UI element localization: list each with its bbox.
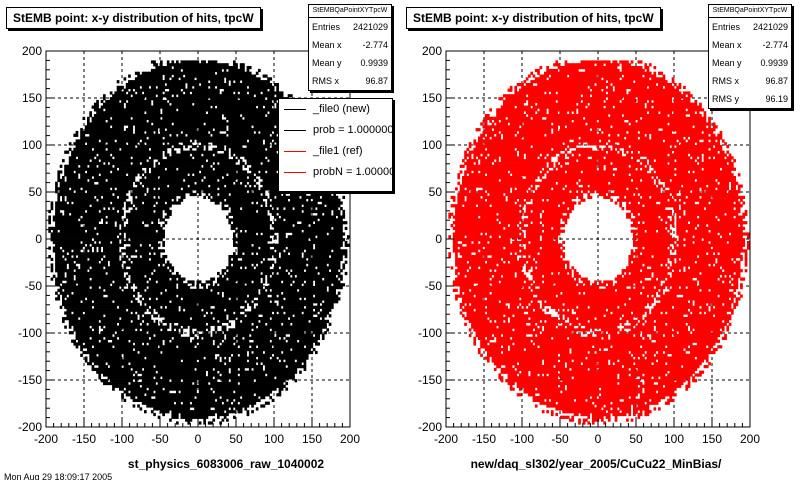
x-axis-label-left: st_physics_6083006_raw_1040002 [128,457,324,471]
legend: _file0 (new) prob = 1.000000 _file1 (ref… [278,98,393,192]
y-tick-label: 50 [429,185,443,199]
x-axis-label-right: new/daq_sl302/year_2005/CuCu22_MinBias/ [471,457,722,471]
legend-entry: _file0 (new) [279,99,392,120]
x-tick-label: -50 [551,432,569,446]
legend-line [284,109,306,110]
legend-entry: _file1 (ref) [279,141,392,162]
y-tick-label: 150 [422,91,442,105]
footer-timestamp: Mon Aug 29 18:09:17 2005 [4,468,112,480]
stats-row: Entries 2421029 [709,18,791,36]
x-tick-label: 150 [702,432,722,446]
stats-row: Mean x -2.774 [309,36,391,54]
chart-title-right: StEMB point: x-y distribution of hits, t… [406,7,661,29]
stats-row: Mean x -2.774 [709,36,791,54]
chart-title-left: StEMB point: x-y distribution of hits, t… [6,7,261,29]
y-tick-label: -200 [18,420,42,434]
y-tick-label: 100 [22,138,42,152]
stats-box-left: StEMBQaPointXYTpcW Entries 2421029 Mean x… [308,4,392,91]
y-tick-label: 200 [422,44,442,58]
y-tick-label: -100 [418,326,442,340]
x-tick-label: -50 [151,432,169,446]
legend-line [284,130,306,131]
stats-row: RMS x 96.87 [309,72,391,90]
legend-entry: prob = 1.000000 [279,120,392,141]
y-tick-label: 0 [35,232,42,246]
x-tick-label: 0 [595,432,602,446]
y-tick-label: 100 [422,138,442,152]
legend-line [284,151,306,152]
y-tick-label: -50 [25,279,43,293]
x-tick-label: 100 [664,432,684,446]
x-tick-label: -100 [510,432,534,446]
y-tick-label: -200 [418,420,442,434]
legend-line [284,172,306,173]
x-tick-label: 200 [340,432,360,446]
y-tick-label: 0 [435,232,442,246]
stats-title: StEMBQaPointXYTpcW [309,5,391,18]
stats-title: StEMBQaPointXYTpcW [709,5,791,18]
x-tick-label: -150 [72,432,96,446]
x-tick-label: 200 [740,432,760,446]
stats-row: Mean y 0.9939 [309,54,391,72]
stats-box-right: StEMBQaPointXYTpcW Entries 2421029 Mean x… [708,4,792,109]
y-tick-label: 150 [22,91,42,105]
stats-row: Mean y 0.9939 [709,54,791,72]
y-tick-label: -150 [18,373,42,387]
x-tick-label: 100 [264,432,284,446]
y-tick-label: -100 [18,326,42,340]
legend-entry: probN = 1.000000 [279,162,392,183]
x-tick-label: 50 [629,432,643,446]
x-tick-label: -200 [434,432,458,446]
y-tick-label: 200 [22,44,42,58]
y-tick-label: -150 [418,373,442,387]
x-tick-label: 50 [229,432,243,446]
stats-row: RMS x 96.87 [709,72,791,90]
stats-row: Entries 2421029 [309,18,391,36]
x-tick-label: -100 [110,432,134,446]
scatter-series [448,60,750,425]
x-tick-label: 150 [302,432,322,446]
y-tick-label: 50 [29,185,43,199]
scatter-series [48,60,350,425]
stats-row: RMS y 96.19 [709,90,791,108]
x-tick-label: -150 [472,432,496,446]
x-tick-label: 0 [195,432,202,446]
x-tick-label: -200 [34,432,58,446]
y-tick-label: -50 [425,279,443,293]
